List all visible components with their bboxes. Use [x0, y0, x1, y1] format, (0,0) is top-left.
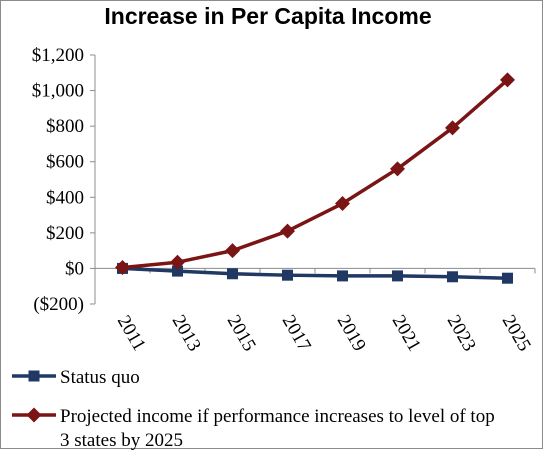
data-point — [115, 260, 130, 276]
y-tick-label: $1,000 — [32, 81, 84, 102]
data-point — [335, 196, 350, 212]
y-tick-label: $600 — [46, 152, 84, 173]
axes: $1,200 $1,000 $800 $600 $400 $200 $0 ($200) 2011… — [32, 45, 536, 355]
x-tick-label: 2013 — [168, 312, 205, 355]
series-layer — [115, 72, 515, 284]
y-tick-label: $800 — [46, 116, 84, 137]
x-tick-label: 2019 — [333, 312, 370, 355]
series-2 — [115, 72, 515, 276]
data-point — [502, 272, 513, 284]
y-tick-label: $200 — [46, 223, 84, 244]
x-tick-label: 2025 — [498, 312, 535, 355]
data-point — [392, 270, 403, 282]
legend-item: Status quo — [12, 367, 140, 388]
legend-marker — [26, 407, 42, 423]
data-point — [390, 161, 405, 177]
data-point — [500, 72, 515, 88]
x-tick-label: 2011 — [113, 312, 150, 355]
legend-item: Projected income if performance increase… — [12, 406, 495, 451]
data-point — [447, 271, 458, 283]
x-tick-label: 2021 — [388, 312, 425, 355]
series-line — [122, 78, 509, 270]
data-point — [445, 120, 460, 136]
legend-label: Status quo — [60, 367, 140, 388]
data-point — [227, 268, 238, 280]
legend-label: 3 states by 2025 — [60, 430, 183, 451]
data-point — [282, 269, 293, 281]
x-tick-label: 2017 — [278, 312, 315, 355]
chart-title: Increase in Per Capita Income — [104, 3, 431, 29]
data-point — [170, 254, 185, 270]
data-point — [172, 265, 183, 277]
data-point — [280, 223, 295, 239]
y-tick-label: $400 — [46, 187, 84, 208]
legend: Status quo Projected income if performanc… — [12, 367, 495, 451]
legend-marker — [28, 370, 40, 382]
data-point — [225, 243, 240, 259]
y-tick-label: $0 — [65, 258, 84, 279]
y-tick-label: $1,200 — [32, 45, 84, 66]
data-point — [337, 270, 348, 282]
y-tick-label: ($200) — [33, 294, 84, 315]
series-line — [122, 266, 508, 280]
x-tick-label: 2023 — [443, 312, 480, 355]
legend-label: Projected income if performance increase… — [60, 406, 495, 427]
x-tick-label: 2015 — [223, 312, 260, 355]
